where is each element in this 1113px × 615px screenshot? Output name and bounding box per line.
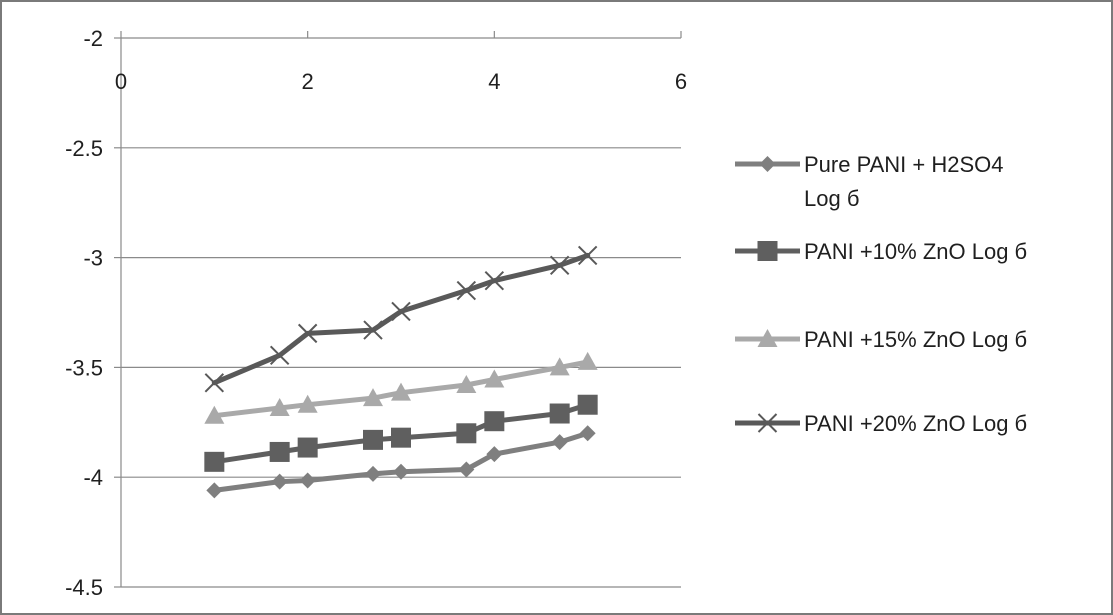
data-point — [551, 434, 568, 451]
data-point — [484, 369, 505, 388]
x-tick-label: 0 — [115, 69, 127, 94]
data-point — [297, 323, 318, 344]
data-point — [577, 394, 598, 415]
data-point — [269, 441, 290, 462]
data-point — [484, 411, 505, 432]
axis-layer: -2 -2.5 -3 -3.5 -4 -4.5 0 2 4 6 — [65, 26, 687, 600]
data-point — [486, 446, 503, 463]
data-point — [577, 245, 598, 266]
data-point — [458, 461, 475, 478]
x-tick-label: 6 — [675, 69, 687, 94]
legend-entry-2: PANI +10% ZnO Log б — [735, 239, 1027, 264]
y-tick-label: -2 — [83, 26, 103, 51]
data-point — [269, 345, 290, 366]
data-point — [484, 270, 505, 291]
legend-label: PANI +10% ZnO Log б — [804, 239, 1027, 264]
data-point — [206, 482, 223, 499]
legend-marker — [757, 329, 778, 347]
legend-label: Log б — [804, 186, 859, 211]
data-point — [579, 425, 596, 442]
data-point — [363, 429, 383, 450]
data-point — [204, 451, 225, 472]
legend-entry-3: PANI +15% ZnO Log б — [735, 327, 1027, 352]
data-point — [456, 423, 477, 444]
data-point — [391, 382, 411, 401]
data-point — [297, 394, 318, 413]
data-point — [204, 405, 225, 424]
data-point — [391, 427, 411, 448]
y-tick-label: -3 — [83, 246, 103, 271]
data-point — [393, 463, 409, 480]
series-4 — [204, 245, 598, 393]
data-point — [456, 280, 477, 301]
data-point — [391, 301, 411, 322]
y-tick-label: -3.5 — [65, 355, 103, 380]
series-2 — [204, 394, 598, 472]
legend-marker — [759, 156, 776, 172]
x-tick-label: 4 — [488, 69, 500, 94]
series-layer — [204, 245, 598, 499]
y-tick-label: -4 — [83, 465, 103, 490]
data-point — [363, 320, 383, 340]
data-point — [204, 373, 225, 393]
data-point — [365, 465, 381, 482]
data-point — [363, 388, 383, 407]
data-point — [271, 473, 288, 490]
data-point — [269, 398, 290, 417]
x-tick-label: 2 — [302, 69, 314, 94]
y-tick-label: -4.5 — [65, 575, 103, 600]
series-1 — [206, 425, 596, 499]
data-point — [456, 374, 477, 393]
legend-marker — [757, 413, 778, 433]
legend-label: Pure PANI + H2SO4 — [804, 152, 1004, 177]
y-tick-label: -2.5 — [65, 136, 103, 161]
data-point — [297, 437, 318, 458]
legend-marker — [757, 241, 778, 261]
data-point — [549, 403, 570, 424]
legend-label: PANI +20% ZnO Log б — [804, 411, 1027, 436]
legend-label: PANI +15% ZnO Log б — [804, 327, 1027, 352]
legend-entry-1: Pure PANI + H2SO4 Log б — [735, 152, 1004, 211]
data-point — [549, 255, 570, 275]
data-point — [577, 351, 598, 370]
data-point — [549, 357, 570, 376]
legend: Pure PANI + H2SO4 Log б PANI +10% ZnO Log … — [735, 152, 1027, 436]
series-3 — [204, 351, 598, 424]
legend-entry-4: PANI +20% ZnO Log б — [735, 411, 1027, 436]
data-point — [299, 472, 316, 489]
